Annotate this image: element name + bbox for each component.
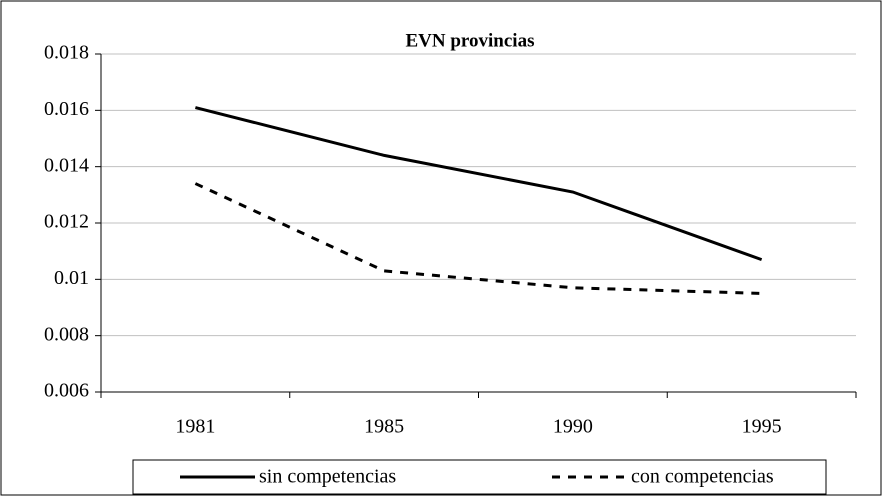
- x-tick-label: 1981: [175, 416, 215, 438]
- series-line: [195, 106, 763, 262]
- y-tick-label: 0.012: [44, 211, 89, 233]
- legend-label: sin competencias: [259, 466, 396, 488]
- x-tick-label: 1985: [364, 416, 404, 438]
- x-tick-label: 1995: [742, 416, 782, 438]
- y-tick-label: 0.01: [54, 267, 89, 289]
- legend-label: con competencias: [631, 466, 774, 488]
- y-tick-label: 0.008: [44, 323, 89, 345]
- chart-title: EVN provincias: [406, 30, 535, 51]
- y-tick-label: 0.014: [44, 154, 89, 176]
- y-tick-label: 0.006: [44, 380, 89, 402]
- y-tick-label: 0.018: [44, 42, 89, 64]
- x-tick-label: 1990: [553, 416, 593, 438]
- y-tick-label: 0.016: [44, 98, 89, 120]
- series-line: [194, 182, 762, 295]
